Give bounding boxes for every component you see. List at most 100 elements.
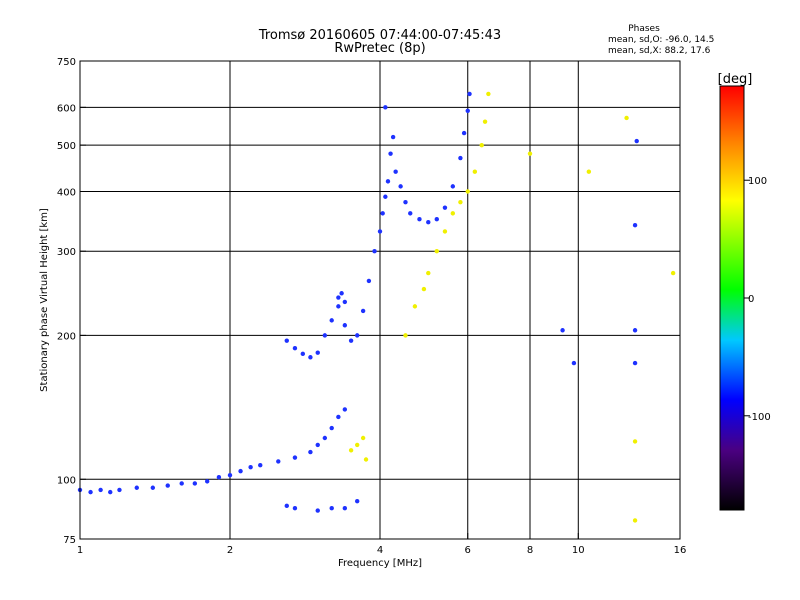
data-point <box>308 449 313 455</box>
data-point <box>383 105 388 110</box>
y-tick-label: 500 <box>57 141 76 152</box>
data-point <box>486 91 491 97</box>
data-point <box>408 211 413 216</box>
data-point <box>465 189 470 194</box>
colorbar-tick-label: -100 <box>748 412 771 423</box>
data-point <box>634 138 639 144</box>
data-point <box>586 169 592 174</box>
data-point <box>393 169 398 174</box>
x-tick-label: 8 <box>527 545 533 556</box>
data-point <box>479 142 484 148</box>
y-axis-label: Stationary phase Virtual Height [km] <box>39 208 50 392</box>
data-point <box>442 229 448 234</box>
data-point <box>336 304 341 309</box>
data-point <box>342 323 348 328</box>
data-point <box>461 130 467 136</box>
data-point <box>412 304 418 309</box>
data-point <box>336 414 341 420</box>
data-point <box>117 487 122 493</box>
data-point <box>403 333 408 338</box>
data-point <box>482 119 488 124</box>
data-point <box>308 355 313 360</box>
data-point <box>258 463 263 468</box>
data-point <box>98 487 103 493</box>
data-point <box>248 464 253 470</box>
colorbar <box>719 85 745 511</box>
data-point <box>292 455 298 460</box>
gridlines <box>80 61 680 539</box>
y-tick-label: 600 <box>57 103 76 114</box>
data-point <box>403 199 408 205</box>
x-tick-label: 4 <box>377 545 383 556</box>
data-point <box>632 223 638 228</box>
data-point <box>276 459 281 464</box>
data-point <box>292 346 298 351</box>
data-point <box>377 229 383 234</box>
data-point <box>398 184 403 189</box>
data-point <box>417 217 422 222</box>
data-point <box>458 155 463 161</box>
data-point <box>380 211 385 216</box>
data-point <box>434 217 439 222</box>
data-point <box>632 518 638 523</box>
data-point <box>527 151 533 156</box>
data-point <box>108 489 113 495</box>
data-point <box>560 328 565 333</box>
colorbar-label: [deg] <box>718 72 753 87</box>
phase-info-line1: mean, sd,O: -96.0, 14.5 <box>608 35 714 45</box>
data-point <box>465 108 470 114</box>
data-point <box>632 360 638 366</box>
data-point <box>385 179 391 184</box>
phase-info-line2: mean, sd,X: 88.2, 17.6 <box>608 46 711 56</box>
data-point <box>434 249 439 254</box>
data-point <box>354 333 360 338</box>
data-point <box>383 194 388 199</box>
y-tick-label: 400 <box>57 187 76 198</box>
data-point <box>315 508 320 513</box>
data-point <box>624 115 629 121</box>
x-tick-label: 2 <box>227 545 233 556</box>
data-point <box>88 489 93 495</box>
x-tick-label: 10 <box>572 545 585 556</box>
data-point <box>571 360 577 366</box>
data-point <box>342 299 348 305</box>
data-point <box>165 483 170 488</box>
data-point <box>366 278 372 284</box>
data-point <box>339 291 344 296</box>
data-point <box>179 481 184 486</box>
data-point <box>388 151 393 156</box>
data-point <box>390 134 396 140</box>
data-point <box>632 439 638 444</box>
data-point <box>450 184 456 189</box>
data-point <box>227 472 233 478</box>
phase-info-heading: Phases <box>628 24 660 34</box>
data-point <box>284 338 289 343</box>
y-tick-label: 75 <box>63 535 76 546</box>
data-point <box>354 498 360 504</box>
data-points <box>77 91 676 523</box>
data-point <box>204 479 210 484</box>
y-tick-label: 100 <box>57 475 76 486</box>
data-point <box>336 295 341 300</box>
y-tick-label: 300 <box>57 247 76 258</box>
axis-ticks: 1 2 4 6 8 10 16 75 100 200 300 400 500 600 750 <box>57 57 686 556</box>
data-point <box>472 169 478 174</box>
data-point <box>354 442 360 448</box>
y-tick-label: 200 <box>57 331 76 342</box>
x-tick-label: 6 <box>465 545 471 556</box>
data-point <box>360 435 366 441</box>
data-point <box>329 505 334 511</box>
data-point <box>315 442 320 448</box>
data-point <box>284 503 289 509</box>
y-tick-label: 750 <box>57 57 76 68</box>
x-tick-label: 16 <box>674 545 687 556</box>
chart-title-line2: RwPretec (8p) <box>334 41 425 56</box>
data-point <box>442 205 448 210</box>
data-point <box>342 505 348 511</box>
x-tick-label: 1 <box>77 545 83 556</box>
colorbar-tick-label: 100 <box>748 176 767 187</box>
data-point <box>292 505 298 511</box>
x-axis-label: Frequency [MHz] <box>338 558 422 569</box>
data-point <box>450 211 456 216</box>
